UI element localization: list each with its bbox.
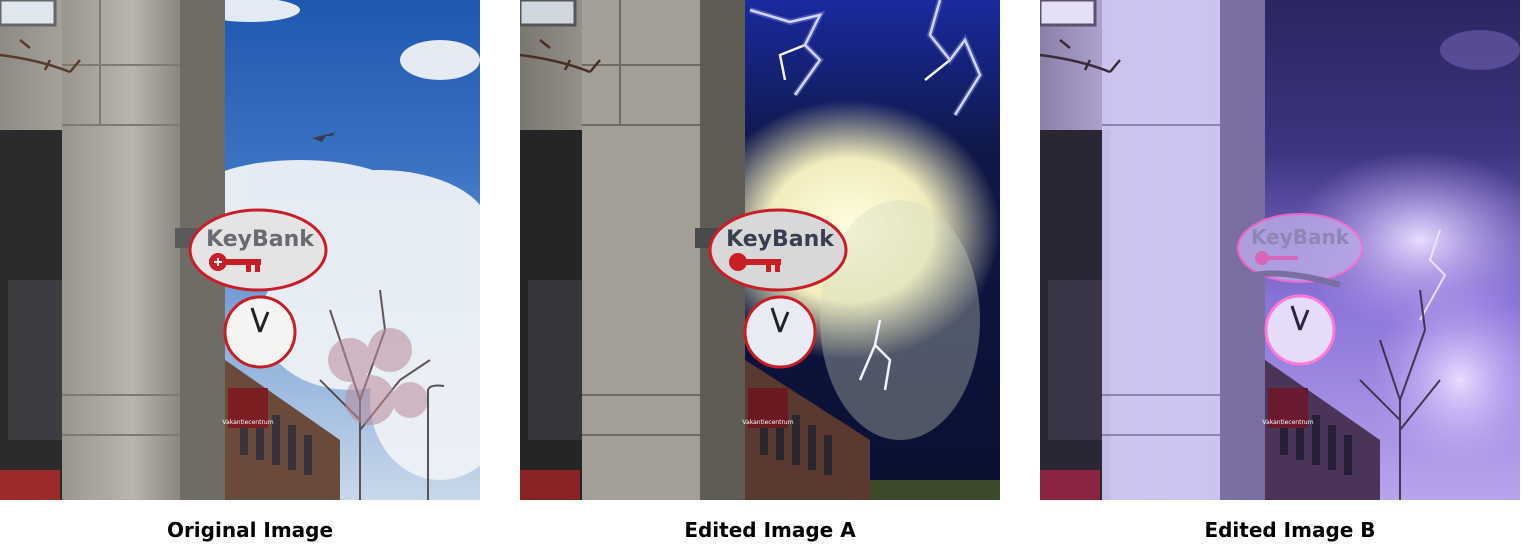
storefront-text: Vakantiecentrum [1262, 419, 1313, 426]
keybank-sign-text: KeyBank [1251, 225, 1350, 249]
keybank-sign: KeyBank [1237, 213, 1363, 283]
caption-edited-a: Edited Image A [684, 518, 856, 542]
edited-image-b-panel: Vakantiecentrum KeyBank [1040, 0, 1520, 500]
lightning-bolts [749, 0, 982, 391]
edited-image-a: Vakantiecentrum KeyBank [520, 0, 1000, 500]
clock [223, 295, 297, 369]
caption-original: Original Image [166, 518, 334, 542]
clock [743, 295, 817, 369]
edited-image-b: Vakantiecentrum KeyBank [1040, 0, 1520, 500]
storefront-text: Vakantiecentrum [222, 419, 273, 426]
keybank-sign-text: KeyBank [206, 227, 315, 252]
edited-image-a-panel: Vakantiecentrum KeyBank [520, 0, 1000, 500]
airplane [312, 132, 336, 142]
key-logo [729, 253, 781, 272]
key-logo [1255, 251, 1298, 265]
keybank-sign: KeyBank [708, 208, 848, 292]
storefront-text: Vakantiecentrum [742, 419, 793, 426]
glowing-cloud [700, 100, 1000, 360]
original-image: Vakantiecentrum KeyBank [0, 0, 480, 500]
caption-edited-b: Edited Image B [1204, 518, 1376, 542]
original-image-panel: Vakantiecentrum KeyBank [0, 0, 480, 500]
keybank-sign: KeyBank [188, 208, 328, 292]
bare-tree [1359, 289, 1441, 500]
keybank-sign-text: KeyBank [726, 227, 835, 252]
clock [1264, 294, 1336, 366]
